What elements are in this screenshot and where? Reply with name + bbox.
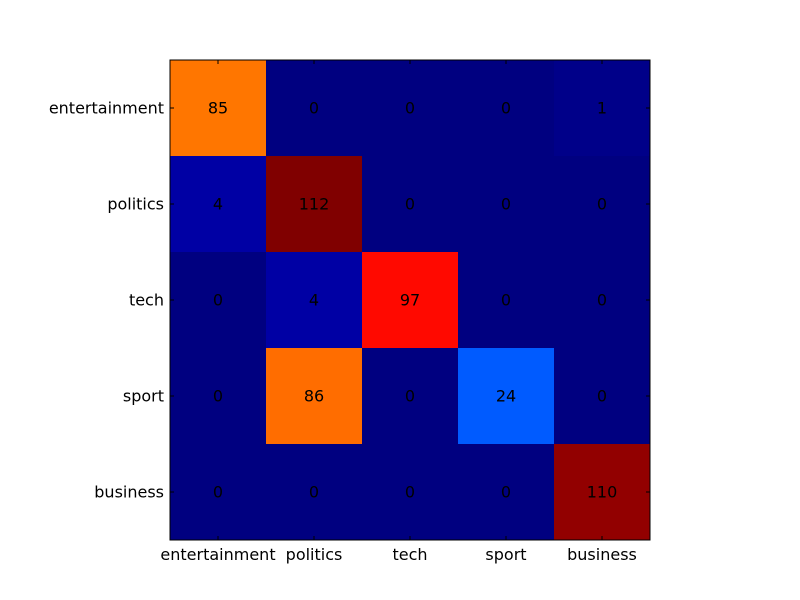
x-tick-labels: entertainment politics tech sport business bbox=[160, 545, 636, 564]
y-tick-label: politics bbox=[107, 195, 164, 214]
heatmap-cell bbox=[170, 156, 266, 252]
x-tick-label: entertainment bbox=[160, 545, 275, 564]
cell-value-label: 0 bbox=[309, 99, 319, 118]
cell-value-label: 0 bbox=[597, 291, 607, 310]
heatmap-cell bbox=[458, 60, 554, 156]
cell-value-label: 86 bbox=[304, 387, 324, 406]
heatmap-cell bbox=[554, 60, 650, 156]
cell-value-label: 85 bbox=[208, 99, 228, 118]
cell-value-label: 112 bbox=[299, 195, 330, 214]
heatmap-cell bbox=[266, 252, 362, 348]
heatmap-cell bbox=[554, 156, 650, 252]
cell-value-label: 0 bbox=[501, 99, 511, 118]
cell-value-label: 0 bbox=[501, 483, 511, 502]
heatmap-cell bbox=[266, 348, 362, 444]
heatmap-cell bbox=[458, 156, 554, 252]
cell-value-label: 0 bbox=[405, 99, 415, 118]
x-tick-label: sport bbox=[485, 545, 526, 564]
x-tick-label: business bbox=[567, 545, 637, 564]
y-tick-label: sport bbox=[123, 387, 164, 406]
cell-value-label: 110 bbox=[587, 483, 618, 502]
heatmap-cell bbox=[458, 252, 554, 348]
cell-value-label: 0 bbox=[213, 483, 223, 502]
axis-ticks bbox=[170, 60, 650, 540]
heatmap-cell bbox=[170, 252, 266, 348]
cell-value-label: 0 bbox=[213, 291, 223, 310]
heatmap-cell bbox=[362, 156, 458, 252]
y-tick-label: business bbox=[94, 483, 164, 502]
heatmap-cell bbox=[554, 444, 650, 540]
cell-value-label: 0 bbox=[597, 387, 607, 406]
cell-value-label: 1 bbox=[597, 99, 607, 118]
cell-value-label: 4 bbox=[309, 291, 319, 310]
heatmap-cells bbox=[170, 60, 650, 540]
heatmap-cell bbox=[554, 348, 650, 444]
heatmap-cell bbox=[170, 444, 266, 540]
cell-value-label: 0 bbox=[309, 483, 319, 502]
heatmap-cell bbox=[266, 444, 362, 540]
y-tick-label: tech bbox=[129, 291, 164, 310]
cell-value-label: 0 bbox=[405, 387, 415, 406]
cell-value-label: 4 bbox=[213, 195, 223, 214]
y-tick-label: entertainment bbox=[49, 99, 164, 118]
heatmap-cell bbox=[170, 60, 266, 156]
cell-value-label: 0 bbox=[405, 195, 415, 214]
heatmap-cell bbox=[458, 444, 554, 540]
heatmap-cell bbox=[362, 348, 458, 444]
cell-value-label: 0 bbox=[501, 195, 511, 214]
cell-value-label: 0 bbox=[501, 291, 511, 310]
cell-value-label: 0 bbox=[597, 195, 607, 214]
x-tick-label: politics bbox=[286, 545, 343, 564]
heatmap-cell bbox=[554, 252, 650, 348]
heatmap-cell bbox=[362, 444, 458, 540]
cell-value-label: 0 bbox=[213, 387, 223, 406]
cell-value-label: 97 bbox=[400, 291, 420, 310]
cell-value-label: 24 bbox=[496, 387, 516, 406]
cell-value-labels: 85 0 0 0 1 4 112 0 0 0 0 4 97 0 0 0 86 0 24 0 0 0 0 0 110 bbox=[208, 99, 617, 502]
x-tick-label: tech bbox=[392, 545, 427, 564]
heatmap-cell bbox=[362, 60, 458, 156]
heatmap-cell bbox=[266, 156, 362, 252]
heatmap-cell bbox=[362, 252, 458, 348]
y-tick-labels: entertainment politics tech sport business bbox=[49, 99, 164, 502]
heatmap-cell bbox=[458, 348, 554, 444]
heatmap-cell bbox=[266, 60, 362, 156]
cell-value-label: 0 bbox=[405, 483, 415, 502]
heatmap-cell bbox=[170, 348, 266, 444]
